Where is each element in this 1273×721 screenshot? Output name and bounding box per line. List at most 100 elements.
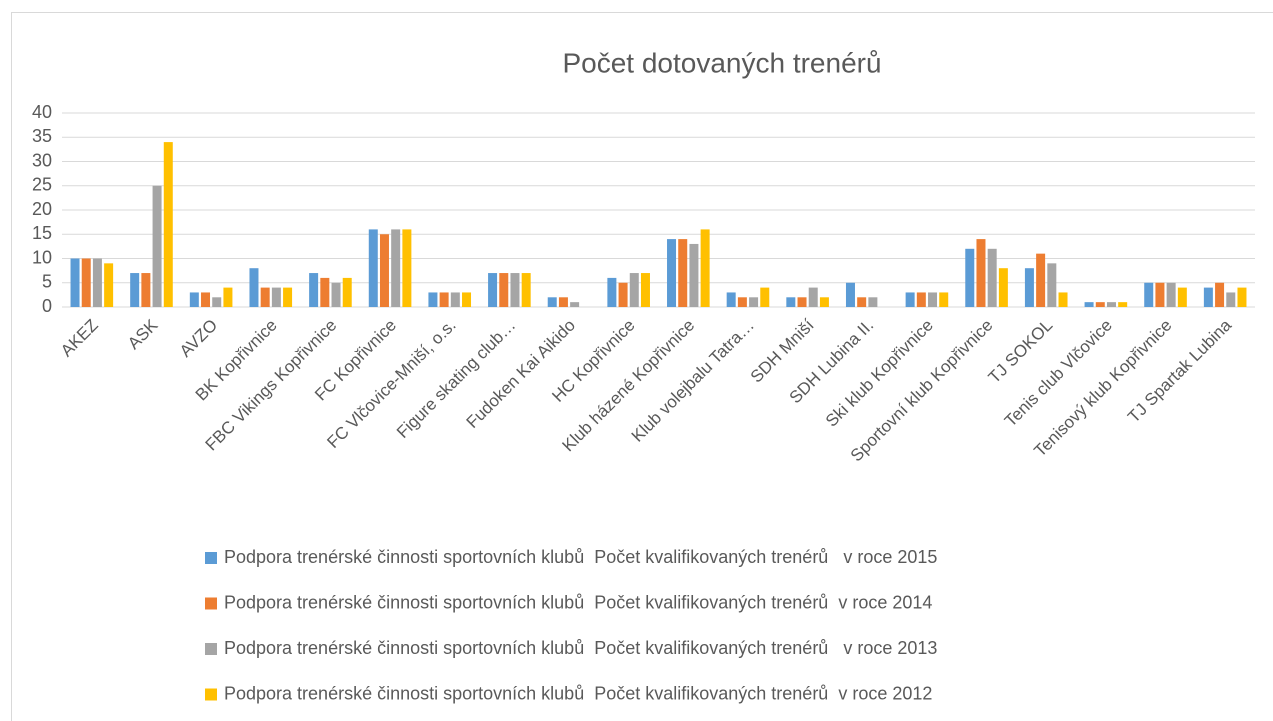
bar (92, 258, 102, 307)
y-tick-label: 30 (32, 150, 52, 170)
bar (223, 287, 233, 307)
bar (201, 292, 211, 307)
bar (1058, 292, 1068, 307)
bar (342, 277, 352, 307)
chart-border (11, 12, 1273, 721)
bar (499, 273, 509, 307)
bar (104, 263, 114, 307)
x-tick-label: AVZO (176, 316, 221, 361)
bar (212, 297, 222, 307)
bar (271, 287, 281, 307)
x-tick-label: Klub volejbalu Tatra… (628, 316, 758, 446)
bar (987, 248, 997, 307)
bar (905, 292, 915, 307)
legend-label: Podpora trenérské činnosti sportovních k… (224, 547, 937, 567)
bar (928, 292, 938, 307)
legend-label: Podpora trenérské činnosti sportovních k… (224, 592, 932, 612)
bar (141, 273, 151, 307)
bar (558, 297, 568, 307)
bar (1118, 302, 1128, 307)
bar (726, 292, 736, 307)
legend-swatch (205, 597, 217, 610)
bar (152, 185, 162, 307)
bar (309, 273, 319, 307)
bar (845, 282, 855, 307)
bar (607, 277, 617, 307)
bar (1226, 292, 1236, 307)
bar (868, 297, 878, 307)
bar (629, 273, 639, 307)
bar (786, 297, 796, 307)
bar (1106, 302, 1116, 307)
legend-swatch (205, 688, 217, 701)
bar (808, 287, 818, 307)
legend-swatch (205, 643, 217, 655)
y-tick-label: 5 (42, 272, 52, 292)
bar (163, 142, 173, 307)
bar (1095, 302, 1105, 307)
chart-title: Počet dotovaných trenérů (562, 47, 881, 78)
bar (450, 292, 460, 307)
legend-label: Podpora trenérské činnosti sportovních k… (224, 638, 937, 658)
bar (797, 297, 807, 307)
bar (965, 248, 975, 307)
bar (1155, 282, 1165, 307)
y-tick-label: 10 (32, 247, 52, 267)
bar (1177, 287, 1187, 307)
bar (618, 282, 628, 307)
bar (998, 268, 1008, 307)
bar (189, 292, 199, 307)
bar (260, 287, 270, 307)
bar (81, 258, 91, 307)
bar (1144, 282, 1154, 307)
x-tick-label: Fudoken Kai Aikido (463, 316, 579, 432)
bar (689, 243, 699, 307)
y-tick-label: 40 (32, 102, 52, 122)
x-tick-label: Ski klub Kopřivnice (822, 316, 937, 431)
x-tick-label: Tenis club Vlčovice (1001, 316, 1116, 431)
y-tick-label: 0 (42, 296, 52, 316)
bar (368, 229, 378, 307)
bar (760, 287, 770, 307)
bar (1047, 263, 1057, 307)
bar (488, 273, 498, 307)
y-tick-label: 15 (32, 223, 52, 243)
bar (439, 292, 449, 307)
bar (130, 273, 140, 307)
bar (976, 239, 986, 307)
bar (462, 292, 472, 307)
bar (819, 297, 829, 307)
bar (667, 239, 677, 307)
bar (749, 297, 759, 307)
bar (547, 297, 557, 307)
bar (1203, 287, 1213, 307)
x-tick-label: ASK (124, 315, 162, 353)
bar (1215, 282, 1225, 307)
bar (939, 292, 949, 307)
bar (402, 229, 412, 307)
bar (391, 229, 401, 307)
bar (379, 234, 389, 307)
bar (521, 273, 531, 307)
bar (428, 292, 438, 307)
legend-label: Podpora trenérské činnosti sportovních k… (224, 683, 932, 703)
y-tick-label: 20 (32, 199, 52, 219)
bar (320, 277, 330, 307)
bar (1166, 282, 1176, 307)
bar (700, 229, 710, 307)
bar (916, 292, 926, 307)
bar (1237, 287, 1247, 307)
bar (70, 258, 80, 307)
x-tick-label: AKEZ (57, 316, 102, 361)
bar (1084, 302, 1094, 307)
bar (1024, 268, 1034, 307)
y-tick-label: 25 (32, 175, 52, 195)
bar (510, 273, 520, 307)
y-tick-label: 35 (32, 126, 52, 146)
x-tick-label: Figure skating club… (393, 316, 519, 442)
bar (678, 239, 688, 307)
bar (737, 297, 747, 307)
x-tick-label: TJ Spartak Lubina (1124, 315, 1235, 426)
bar (283, 287, 293, 307)
